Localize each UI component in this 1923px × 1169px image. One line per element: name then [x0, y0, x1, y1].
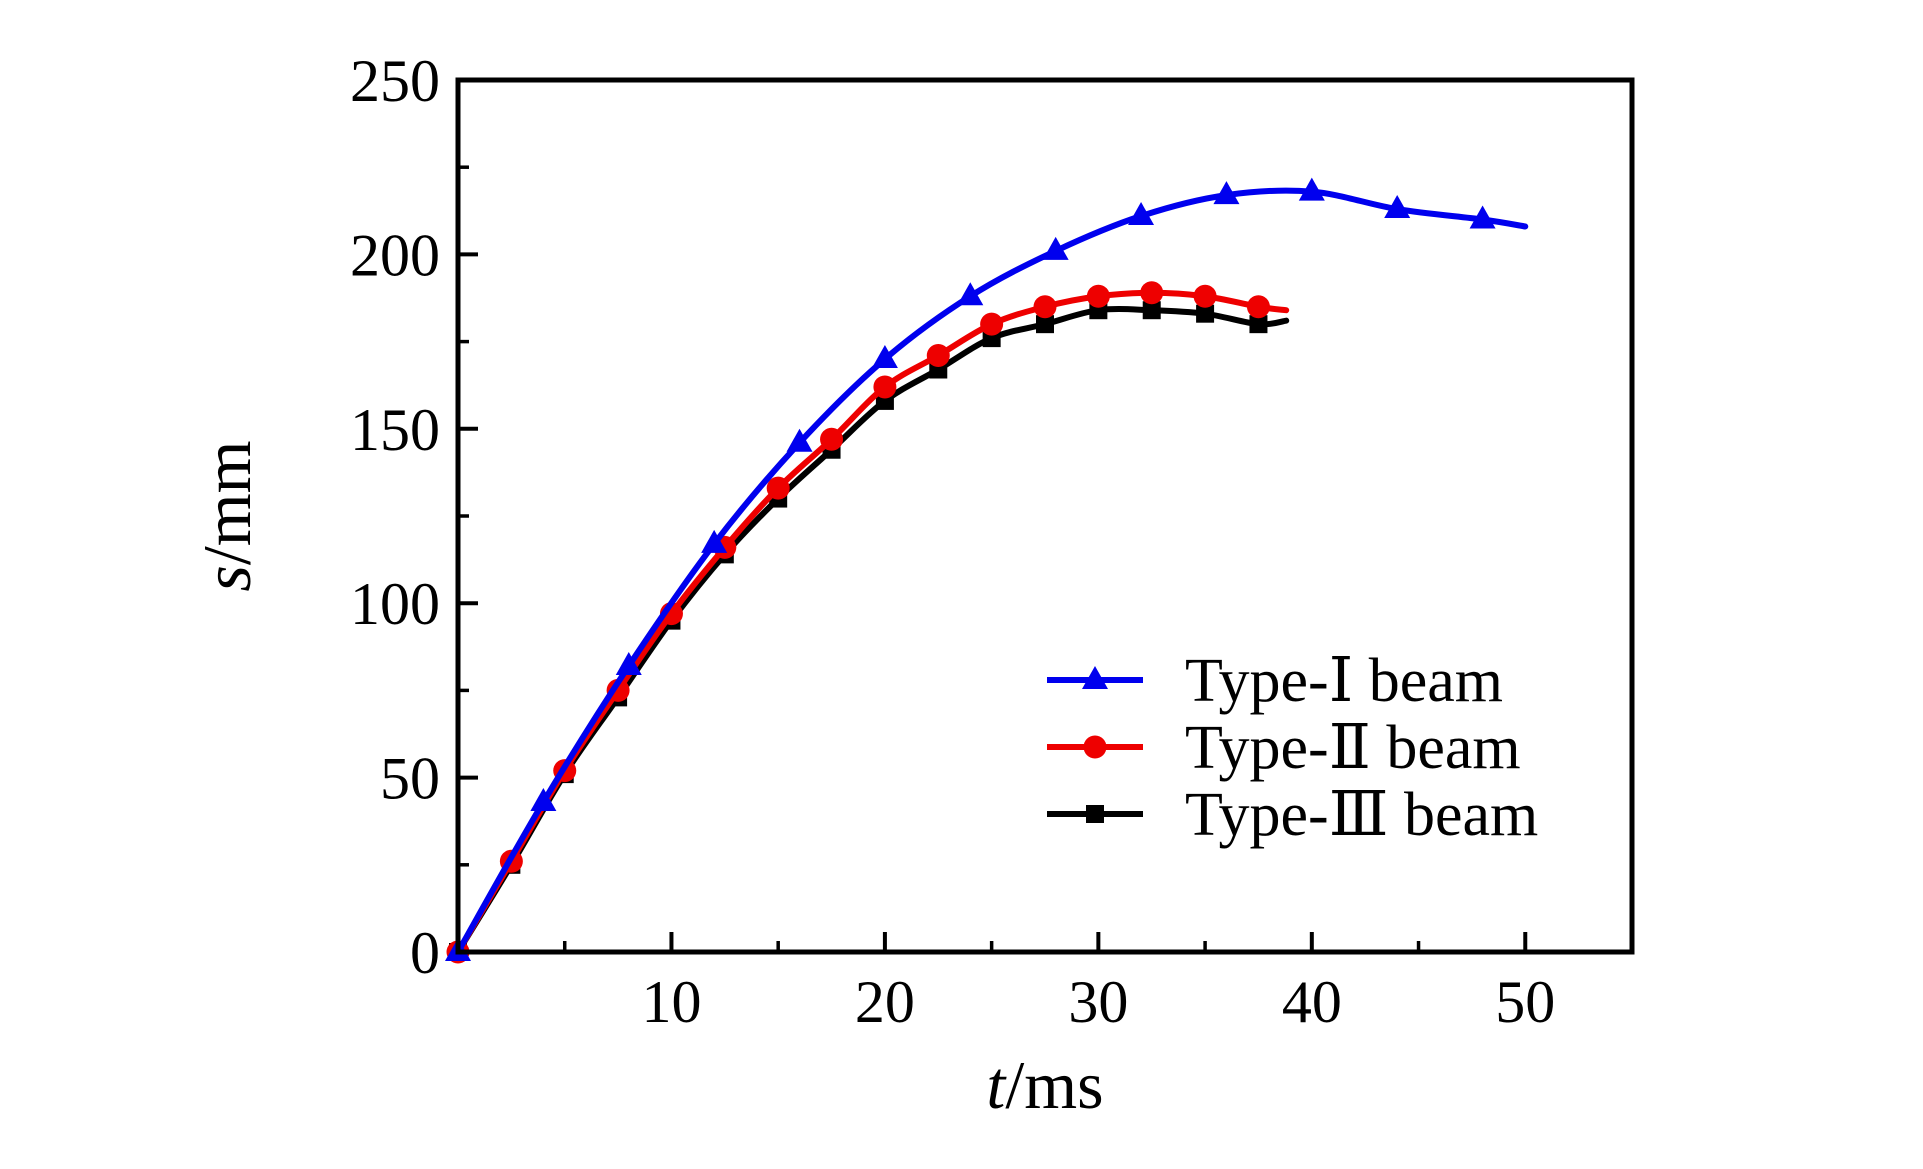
x-tick-label: 30: [1068, 969, 1128, 1035]
marker-type-i: [871, 345, 898, 369]
marker-type-i: [1298, 177, 1325, 201]
x-tick-label: 40: [1282, 969, 1342, 1035]
legend-item-type-ii: Type-Ⅱ beam: [1047, 714, 1521, 782]
legend-marker-type-iii: [1086, 805, 1104, 823]
y-axis-label-unit: /mm: [189, 440, 265, 565]
marker-type-i: [530, 788, 557, 812]
legend-label-type-i: Type-Ⅰ beam: [1185, 647, 1503, 715]
marker-type-ii: [820, 427, 844, 451]
y-axis-label: s/mm: [189, 440, 265, 591]
legend-item-type-i: Type-Ⅰ beam: [1047, 647, 1503, 715]
y-axis-tick-labels: 0 50 100 150 200 250: [350, 48, 440, 986]
y-tick-label: 200: [350, 222, 440, 288]
marker-type-i: [1469, 205, 1496, 229]
marker-type-ii: [766, 476, 790, 500]
marker-type-ii: [1033, 295, 1057, 319]
x-axis-ticks: [562, 932, 1528, 952]
x-axis-label-unit: /ms: [1005, 1047, 1103, 1123]
legend-item-type-iii: Type-Ⅲ beam: [1047, 781, 1538, 849]
marker-type-i: [1042, 236, 1069, 260]
series-type-i: [445, 177, 1529, 961]
marker-type-ii: [1193, 284, 1217, 308]
series-line-type-ii: [455, 289, 1290, 955]
marker-type-i: [1213, 181, 1240, 205]
marker-type-iii: [1142, 301, 1161, 320]
x-tick-label: 50: [1495, 969, 1555, 1035]
marker-type-ii: [980, 312, 1004, 336]
marker-type-ii: [1086, 284, 1110, 308]
x-axis-label-variable: t: [986, 1047, 1007, 1123]
marker-type-iii: [1249, 315, 1268, 334]
series-group: [445, 177, 1529, 964]
legend-marker-type-ii: [1083, 735, 1107, 759]
marker-type-ii: [926, 344, 950, 368]
y-tick-label: 250: [350, 48, 440, 114]
series-type-ii: [446, 281, 1290, 964]
y-tick-label: 0: [410, 920, 440, 986]
y-tick-label: 150: [350, 397, 440, 463]
marker-type-iii: [1036, 315, 1054, 334]
y-tick-label: 100: [350, 571, 440, 637]
marker-type-i: [615, 651, 642, 675]
y-axis-ticks: [458, 78, 478, 954]
series-line-type-iii: [455, 306, 1290, 955]
marker-type-ii: [873, 375, 897, 399]
marker-type-i: [957, 282, 984, 306]
legend-marker-type-i: [1082, 666, 1108, 689]
x-axis-label: t/ms: [986, 1047, 1103, 1123]
legend-label-type-ii: Type-Ⅱ beam: [1185, 714, 1521, 782]
x-axis-tick-labels: 10 20 30 40 50: [641, 969, 1555, 1035]
y-tick-label: 50: [380, 746, 440, 812]
marker-type-iii: [1196, 304, 1215, 323]
marker-type-i: [786, 428, 813, 452]
marker-type-ii: [1140, 281, 1164, 305]
marker-type-i: [1384, 195, 1411, 219]
marker-type-ii: [1246, 295, 1270, 319]
x-tick-label: 10: [641, 969, 701, 1035]
marker-type-i: [1128, 202, 1155, 226]
legend-label-type-iii: Type-Ⅲ beam: [1185, 781, 1538, 849]
y-axis-label-variable: s: [189, 565, 265, 591]
x-tick-label: 20: [855, 969, 915, 1035]
marker-type-i: [701, 529, 728, 553]
